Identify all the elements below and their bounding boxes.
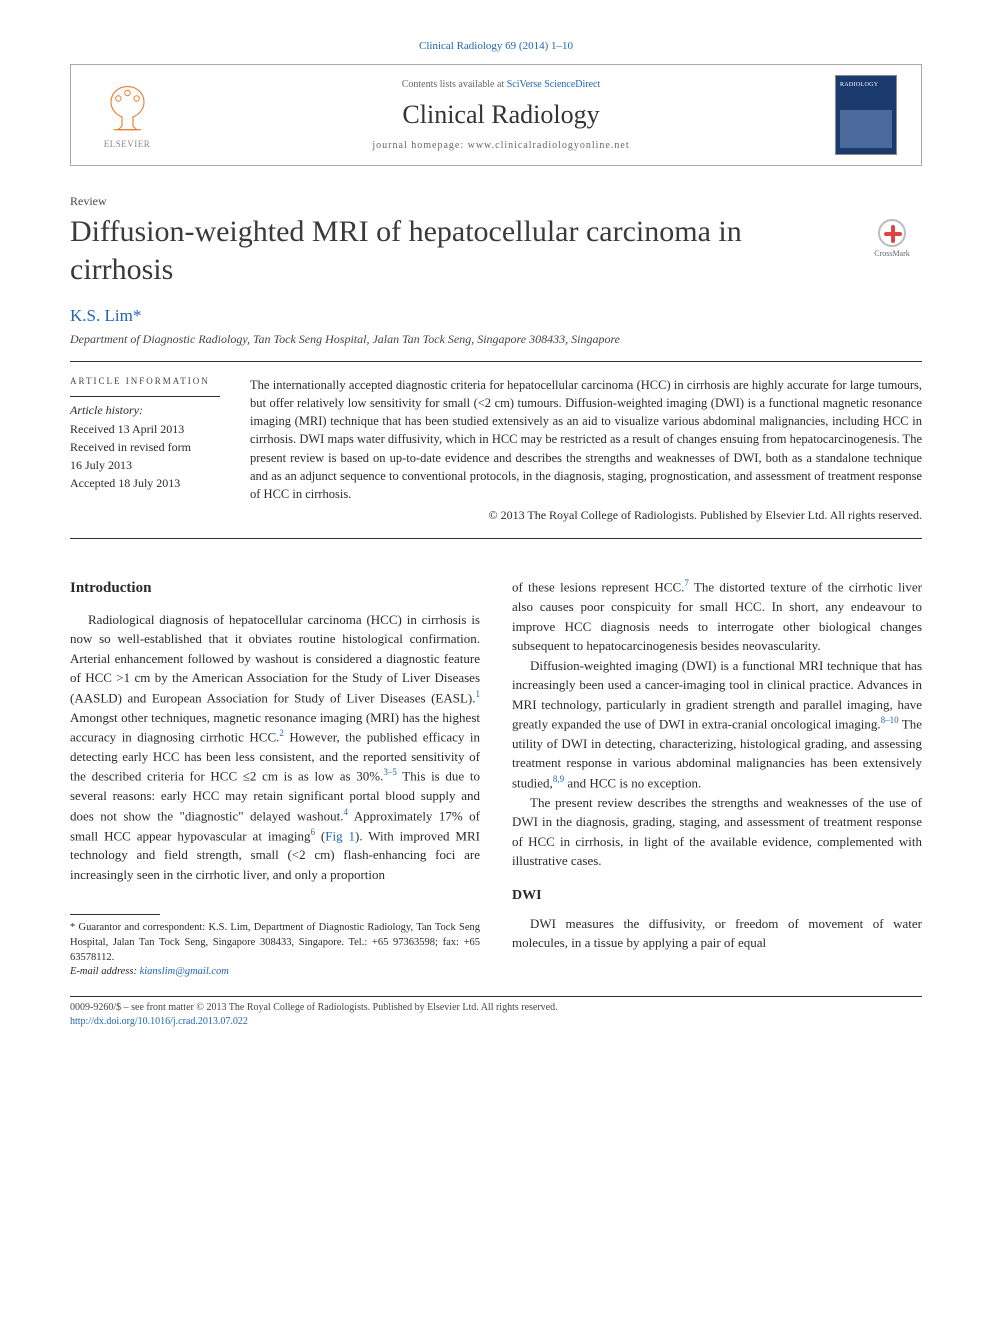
corresponding-author-footnote: * Guarantor and correspondent: K.S. Lim,… <box>70 921 480 965</box>
rule-top <box>70 361 922 362</box>
text-run: Radiological diagnosis of hepatocellular… <box>70 612 480 705</box>
sciencedirect-link[interactable]: SciVerse ScienceDirect <box>507 79 601 90</box>
intro-paragraph-3: The present review describes the strengt… <box>512 793 922 871</box>
footnote-rule <box>70 914 160 915</box>
figure-ref-1[interactable]: Fig 1 <box>325 828 355 843</box>
homepage-label: journal homepage: <box>372 140 467 151</box>
contents-available-line: Contents lists available at SciVerse Sci… <box>167 79 835 90</box>
info-divider <box>70 396 220 397</box>
article-info-heading: ARTICLE INFORMATION <box>70 376 230 386</box>
journal-name: Clinical Radiology <box>167 100 835 130</box>
crossmark-icon <box>878 219 906 247</box>
text-run: Diffusion-weighted imaging (DWI) is a fu… <box>512 658 922 732</box>
footer-copyright: 0009-9260/$ – see front matter © 2013 Th… <box>70 1001 922 1015</box>
contents-prefix: Contents lists available at <box>402 79 507 90</box>
intro-paragraph-1-continued: of these lesions represent HCC.7 The dis… <box>512 577 922 655</box>
history-accepted: Accepted 18 July 2013 <box>70 474 230 492</box>
history-revised-line1: Received in revised form <box>70 438 230 456</box>
rule-bottom <box>70 538 922 539</box>
publisher-logo-block: ELSEVIER <box>87 82 167 149</box>
body-column-right: of these lesions represent HCC.7 The dis… <box>512 577 922 980</box>
affiliation: Department of Diagnostic Radiology, Tan … <box>70 332 922 347</box>
author-list: K.S. Lim* <box>70 306 922 326</box>
article-title: Diffusion-weighted MRI of hepatocellular… <box>70 213 842 288</box>
citation-ref-8-9[interactable]: 8,9 <box>553 774 564 784</box>
abstract-block: The internationally accepted diagnostic … <box>250 376 922 524</box>
footer-rule <box>70 996 922 997</box>
article-type: Review <box>70 194 922 209</box>
body-column-left: Introduction Radiological diagnosis of h… <box>70 577 480 980</box>
homepage-url[interactable]: www.clinicalradiologyonline.net <box>468 140 630 151</box>
text-run: ( <box>315 828 325 843</box>
elsevier-tree-icon <box>100 82 155 137</box>
footnote-email: E-mail address: kianslim@gmail.com <box>70 965 480 980</box>
section-heading-introduction: Introduction <box>70 577 480 600</box>
email-label: E-mail address: <box>70 966 140 977</box>
running-citation: Clinical Radiology 69 (2014) 1–10 <box>70 40 922 52</box>
crossmark-label: CrossMark <box>874 249 910 258</box>
corresponding-author-marker: * <box>133 306 142 325</box>
journal-homepage-line: journal homepage: www.clinicalradiologyo… <box>167 140 835 151</box>
text-run: and HCC is no exception. <box>564 775 701 790</box>
history-revised-line2: 16 July 2013 <box>70 456 230 474</box>
dwi-paragraph-1: DWI measures the diffusivity, or freedom… <box>512 914 922 953</box>
crossmark-badge[interactable]: CrossMark <box>862 219 922 258</box>
article-info-block: ARTICLE INFORMATION Article history: Rec… <box>70 376 250 524</box>
citation-ref-8-10[interactable]: 8–10 <box>881 715 899 725</box>
author-name: K.S. Lim <box>70 306 133 325</box>
page-footer: 0009-9260/$ – see front matter © 2013 Th… <box>70 1001 922 1029</box>
text-run: of these lesions represent HCC. <box>512 580 684 595</box>
doi-link[interactable]: http://dx.doi.org/10.1016/j.crad.2013.07… <box>70 1016 248 1027</box>
publisher-name: ELSEVIER <box>104 139 151 149</box>
section-heading-dwi: DWI <box>512 885 922 906</box>
citation-ref-3-5[interactable]: 3–5 <box>383 767 397 777</box>
abstract-text: The internationally accepted diagnostic … <box>250 378 922 501</box>
abstract-copyright: © 2013 The Royal College of Radiologists… <box>250 507 922 524</box>
history-received: Received 13 April 2013 <box>70 420 230 438</box>
intro-paragraph-2: Diffusion-weighted imaging (DWI) is a fu… <box>512 656 922 793</box>
history-label: Article history: <box>70 403 230 418</box>
author-email-link[interactable]: kianslim@gmail.com <box>140 966 229 977</box>
citation-ref-1[interactable]: 1 <box>476 689 481 699</box>
masthead: ELSEVIER Contents lists available at Sci… <box>70 64 922 166</box>
journal-cover-thumbnail <box>835 75 897 155</box>
intro-paragraph-1: Radiological diagnosis of hepatocellular… <box>70 610 480 885</box>
